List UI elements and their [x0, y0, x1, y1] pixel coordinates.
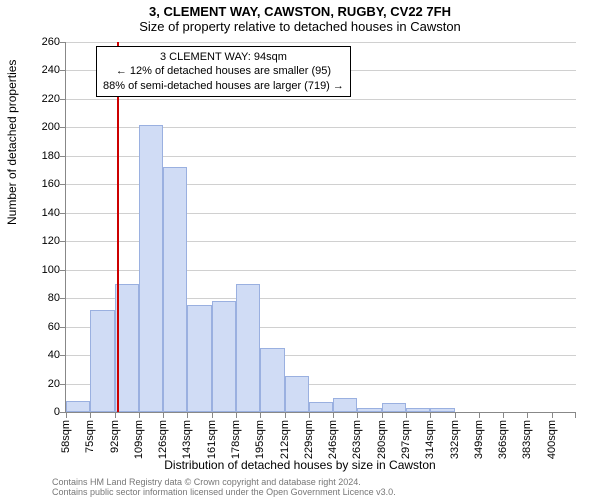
histogram-bar: [163, 167, 187, 412]
y-tick: [60, 42, 66, 43]
histogram-bar: [285, 376, 309, 412]
y-tick: [60, 241, 66, 242]
y-tick-label: 180: [30, 150, 60, 162]
x-tick-label: 349sqm: [473, 420, 485, 459]
y-tick-label: 40: [30, 349, 60, 361]
histogram-bar: [212, 301, 236, 412]
histogram-bar: [430, 408, 454, 412]
x-tick-label: 143sqm: [181, 420, 193, 459]
x-tick-label: 280sqm: [376, 420, 388, 459]
y-tick: [60, 213, 66, 214]
property-marker-line: [117, 42, 119, 412]
attribution-text: Contains HM Land Registry data © Crown c…: [52, 478, 396, 498]
x-tick: [575, 412, 576, 418]
x-tick-label: 332sqm: [449, 420, 461, 459]
x-tick: [309, 412, 310, 418]
y-tick-label: 240: [30, 64, 60, 76]
x-tick: [382, 412, 383, 418]
y-tick-label: 0: [30, 406, 60, 418]
histogram-bar: [66, 401, 90, 412]
y-tick: [60, 99, 66, 100]
x-tick: [333, 412, 334, 418]
x-tick-label: 400sqm: [546, 420, 558, 459]
histogram-bar: [187, 305, 211, 412]
x-tick: [479, 412, 480, 418]
y-tick: [60, 184, 66, 185]
x-tick-label: 212sqm: [279, 420, 291, 459]
x-tick: [163, 412, 164, 418]
y-tick: [60, 156, 66, 157]
x-tick: [187, 412, 188, 418]
y-tick-label: 100: [30, 264, 60, 276]
x-tick-label: 314sqm: [424, 420, 436, 459]
x-tick: [455, 412, 456, 418]
x-tick-label: 229sqm: [303, 420, 315, 459]
y-tick-label: 260: [30, 36, 60, 48]
annotation-line-1: 3 CLEMENT WAY: 94sqm: [103, 50, 344, 64]
attribution-line-2: Contains public sector information licen…: [52, 488, 396, 498]
x-tick-label: 366sqm: [497, 420, 509, 459]
histogram-bar: [382, 403, 406, 412]
y-tick-label: 160: [30, 178, 60, 190]
histogram-bar: [260, 348, 284, 412]
x-tick-label: 75sqm: [84, 420, 96, 453]
histogram-bar: [139, 125, 163, 412]
histogram-bar: [90, 310, 114, 412]
x-tick: [260, 412, 261, 418]
x-tick: [285, 412, 286, 418]
x-tick: [430, 412, 431, 418]
y-tick-label: 220: [30, 93, 60, 105]
x-tick-label: 58sqm: [60, 420, 72, 453]
x-tick-label: 178sqm: [230, 420, 242, 459]
y-tick: [60, 70, 66, 71]
page-title: 3, CLEMENT WAY, CAWSTON, RUGBY, CV22 7FH: [0, 0, 600, 19]
x-tick: [406, 412, 407, 418]
x-tick-label: 92sqm: [109, 420, 121, 453]
page-subtitle: Size of property relative to detached ho…: [0, 19, 600, 34]
y-tick: [60, 298, 66, 299]
x-tick: [66, 412, 67, 418]
grid-line: [66, 99, 576, 100]
histogram-bar: [333, 398, 357, 412]
y-tick: [60, 270, 66, 271]
histogram-bar: [406, 408, 430, 412]
x-tick-label: 383sqm: [521, 420, 533, 459]
annotation-line-2: ← 12% of detached houses are smaller (95…: [103, 64, 344, 78]
x-tick: [527, 412, 528, 418]
y-tick-label: 60: [30, 321, 60, 333]
y-tick-label: 80: [30, 292, 60, 304]
x-tick-label: 297sqm: [400, 420, 412, 459]
histogram-chart: 58sqm75sqm92sqm109sqm126sqm143sqm161sqm1…: [65, 42, 576, 413]
histogram-bar: [236, 284, 260, 412]
x-tick-label: 263sqm: [351, 420, 363, 459]
x-tick: [503, 412, 504, 418]
y-tick-label: 200: [30, 121, 60, 133]
x-tick: [212, 412, 213, 418]
y-tick-label: 140: [30, 207, 60, 219]
x-tick: [90, 412, 91, 418]
histogram-bar: [309, 402, 333, 412]
x-tick: [552, 412, 553, 418]
x-tick: [139, 412, 140, 418]
grid-line: [66, 42, 576, 43]
x-tick-label: 126sqm: [157, 420, 169, 459]
annotation-box: 3 CLEMENT WAY: 94sqm← 12% of detached ho…: [96, 46, 351, 97]
x-axis-title: Distribution of detached houses by size …: [0, 458, 600, 472]
y-tick: [60, 327, 66, 328]
histogram-bar: [357, 408, 381, 412]
x-tick-label: 161sqm: [206, 420, 218, 459]
y-tick-label: 120: [30, 235, 60, 247]
x-tick: [357, 412, 358, 418]
x-tick: [115, 412, 116, 418]
x-tick: [236, 412, 237, 418]
y-axis-title: Number of detached properties: [5, 60, 19, 225]
x-tick-label: 109sqm: [133, 420, 145, 459]
y-tick: [60, 355, 66, 356]
x-tick-label: 195sqm: [254, 420, 266, 459]
y-tick-label: 20: [30, 378, 60, 390]
y-tick: [60, 384, 66, 385]
y-tick: [60, 127, 66, 128]
annotation-line-3: 88% of semi-detached houses are larger (…: [103, 79, 344, 93]
x-tick-label: 246sqm: [327, 420, 339, 459]
